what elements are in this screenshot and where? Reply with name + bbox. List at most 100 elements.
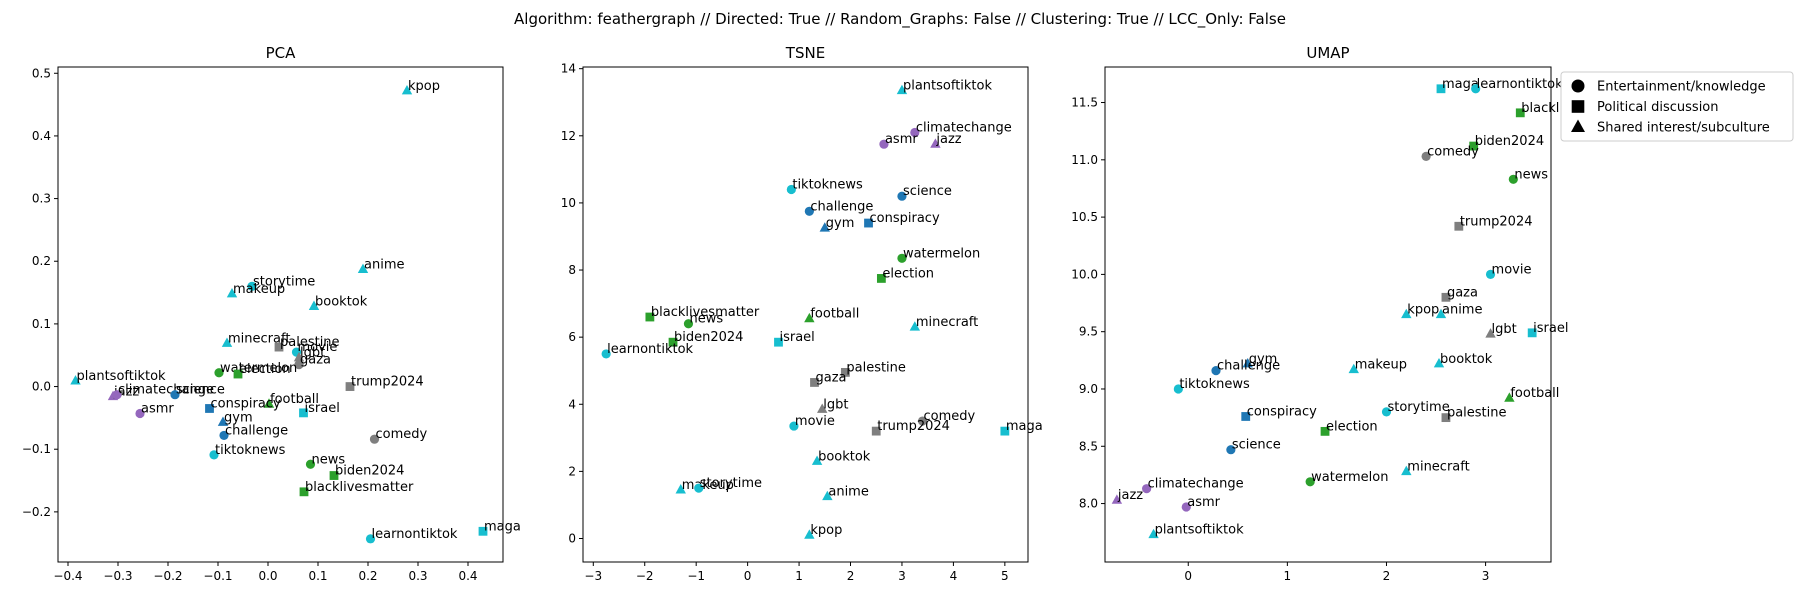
data-point-comedy — [1421, 151, 1431, 161]
point-label-biden2024: biden2024 — [674, 330, 743, 345]
data-point-conspiracy — [205, 404, 214, 413]
data-point-biden2024 — [668, 337, 678, 347]
data-point-maga — [478, 526, 488, 536]
legend-frame — [1560, 71, 1794, 142]
point-label-israel: israel — [305, 401, 340, 416]
data-point-conspiracy — [1241, 412, 1251, 421]
y-tick-label: 2 — [568, 464, 576, 478]
point-label-blacklivesmatter: blacklivesmatter — [305, 480, 414, 495]
data-point-news — [683, 319, 694, 329]
point-label-conspiracy: conspiracy — [211, 396, 281, 411]
panel-pca: PCA −0.4 −0.3 −0.2 −0.1 0.0 0.1 0.2 0.3 0.4 −0.2 −0… — [22, 44, 521, 583]
point-label-news: news — [689, 312, 723, 327]
data-point-trump2024 — [1454, 221, 1464, 231]
point-label-comedy: comedy — [376, 427, 428, 442]
point-label-trump2024: trump2024 — [1460, 214, 1533, 229]
point-label-jazz: jazz — [1117, 488, 1143, 503]
data-point-jazz — [1111, 494, 1123, 504]
y-tick-label: 0.1 — [32, 317, 51, 331]
data-point-asmr — [1181, 502, 1191, 512]
data-point-kpop — [804, 529, 815, 539]
y-tick-label: 0.5 — [32, 66, 51, 80]
x-tick-label: −1 — [687, 569, 705, 583]
point-label-booktok: booktok — [818, 449, 871, 464]
point-label-maga: maga — [1006, 419, 1043, 434]
x-tick-label: 2 — [847, 569, 855, 583]
y-tick-label: 11.0 — [1071, 153, 1098, 167]
data-point-election — [1320, 426, 1330, 436]
data-point-biden2024 — [1469, 141, 1479, 151]
data-point-plantsoftiktok — [896, 84, 908, 95]
point-label-gym: gym — [826, 216, 855, 231]
x-tick-label: 1 — [1284, 569, 1292, 583]
legend-label: Shared interest/subculture — [1597, 121, 1770, 136]
legend-label: Entertainment/knowledge — [1597, 80, 1766, 95]
data-point-tiktoknews — [209, 450, 219, 460]
x-tick-label: 0.1 — [308, 569, 327, 583]
data-point-blacklivesmatter — [299, 487, 309, 497]
point-label-science: science — [1232, 438, 1281, 453]
legend: Entertainment/knowledge Political discuss… — [1560, 71, 1794, 142]
x-tick-label: −0.4 — [53, 569, 82, 583]
x-tick-label: −0.3 — [103, 569, 132, 583]
y-tick-label: −0.1 — [22, 442, 51, 456]
point-label-learnontiktok: learnontiktok — [1477, 77, 1563, 92]
data-point-watermelon — [1305, 477, 1315, 487]
data-point-palestine — [840, 367, 850, 377]
data-point-minecraft — [221, 337, 233, 347]
point-label-palestine: palestine — [1447, 406, 1507, 421]
legend-marker-square — [1571, 100, 1585, 113]
point-label-palestine: palestine — [846, 360, 906, 375]
point-label-learnontiktok: learnontiktok — [607, 342, 693, 357]
data-point-israel — [299, 408, 308, 418]
point-label-plantsoftiktok: plantsoftiktok — [903, 78, 993, 93]
data-point-maga — [1000, 426, 1010, 436]
point-label-kpop: kpop — [408, 79, 440, 94]
data-point-makeup — [675, 484, 686, 494]
data-point-israel — [1527, 328, 1537, 338]
point-label-kpop: kpop — [810, 523, 842, 538]
x-tick-label: 0 — [1184, 569, 1192, 583]
y-tick-label: 8.0 — [1079, 497, 1098, 511]
data-point-challenge — [804, 206, 814, 216]
data-point-lgbt — [293, 351, 305, 362]
y-tick-label: 12 — [561, 129, 576, 143]
point-label-conspiracy: conspiracy — [1247, 404, 1317, 419]
point-label-storytime: storytime — [1387, 400, 1449, 415]
point-label-science: science — [903, 184, 952, 199]
chart-panels: PCA −0.4 −0.3 −0.2 −0.1 0.0 0.1 0.2 0.3 0.4 −0.2 −0… — [22, 44, 1630, 583]
point-label-lgbt: lgbt — [300, 346, 325, 361]
data-point-trump2024 — [345, 382, 355, 391]
x-tick-label: 3 — [1482, 569, 1490, 583]
point-label-anime: anime — [828, 485, 868, 500]
data-point-lgbt — [1485, 328, 1496, 338]
x-tick-label: 0.2 — [358, 569, 377, 583]
data-point-minecraft — [909, 321, 921, 331]
panel-umap: UMAP 0 1 2 3 8.0 8.5 9.0 9.5 10.0 10.5 11.0 11.5 maga… — [1071, 44, 1630, 583]
data-point-kpop — [1401, 308, 1412, 319]
point-label-conspiracy: conspiracy — [870, 211, 940, 226]
point-label-biden2024: biden2024 — [1475, 134, 1544, 149]
figure-suptitle: Algorithm: feathergraph // Directed: Tru… — [514, 10, 1286, 29]
point-label-plantsoftiktok: plantsoftiktok — [1155, 523, 1245, 538]
data-point-tiktoknews — [1173, 384, 1183, 394]
data-point-news — [1508, 174, 1518, 184]
x-tick-label: −3 — [584, 569, 602, 583]
plot-frame — [57, 66, 504, 563]
point-label-football: football — [1510, 386, 1559, 401]
data-point-storytime — [247, 281, 257, 291]
point-label-asmr: asmr — [885, 132, 918, 147]
point-label-climatechange: climatechange — [916, 120, 1012, 135]
data-point-science — [1226, 445, 1236, 455]
data-point-science — [897, 191, 907, 201]
data-point-watermelon — [897, 253, 907, 263]
point-label-storytime: storytime — [253, 274, 315, 289]
point-label-gaza: gaza — [300, 353, 331, 368]
y-tick-label: 10 — [561, 196, 576, 210]
data-point-anime — [357, 263, 369, 273]
data-point-biden2024 — [329, 471, 339, 480]
point-label-news: news — [1514, 167, 1548, 182]
data-point-plantsoftiktok — [70, 375, 81, 385]
data-point-gaza — [810, 378, 819, 387]
